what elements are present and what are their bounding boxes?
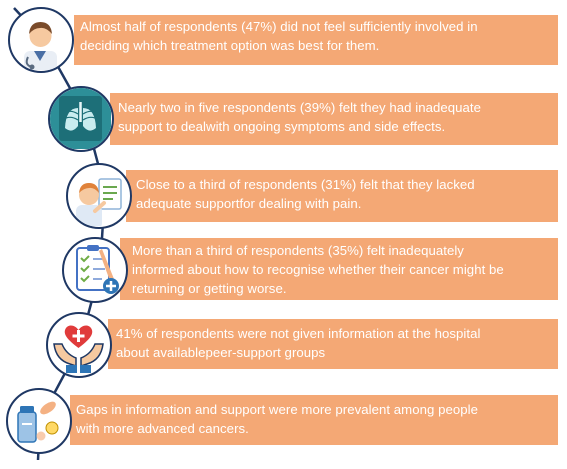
medicine-pills-icon bbox=[6, 388, 72, 454]
doctor-chart-icon bbox=[66, 163, 132, 229]
finding-3-line-1: Close to a third of respondents (31%) fe… bbox=[136, 177, 475, 192]
finding-bar-5: 41% of respondents were not given inform… bbox=[108, 319, 558, 369]
finding-bar-3: Close to a third of respondents (31%) fe… bbox=[126, 170, 558, 222]
finding-bar-6: Gaps in information and support were mor… bbox=[70, 395, 558, 445]
hands-heart-icon bbox=[46, 312, 112, 378]
finding-3-line-2: adequate supportfor dealing with pain. bbox=[136, 196, 362, 211]
finding-bar-1: Almost half of respondents (47%) did not… bbox=[74, 15, 558, 65]
doctor-icon bbox=[8, 7, 74, 73]
finding-bar-4: More than a third of respondents (35%) f… bbox=[120, 238, 558, 300]
finding-5-line-2: about availablepeer-support groups bbox=[116, 345, 326, 360]
finding-4-line-2: informed about how to recognise whether … bbox=[132, 262, 504, 277]
finding-4-line-3: returning or getting worse. bbox=[132, 281, 287, 296]
lungs-xray-icon bbox=[48, 86, 114, 152]
finding-5-line-1: 41% of respondents were not given inform… bbox=[116, 326, 481, 341]
finding-bar-2: Nearly two in five respondents (39%) fel… bbox=[110, 93, 558, 145]
finding-6-line-2: with more advanced cancers. bbox=[76, 421, 249, 436]
finding-2-line-1: Nearly two in five respondents (39%) fel… bbox=[118, 100, 481, 115]
finding-2-line-2: support to dealwith ongoing symptoms and… bbox=[118, 119, 446, 134]
finding-6-line-1: Gaps in information and support were mor… bbox=[76, 402, 478, 417]
finding-1-line-2: deciding which treatment option was best… bbox=[80, 38, 380, 53]
medical-checklist-icon bbox=[62, 237, 128, 303]
finding-4-line-1: More than a third of respondents (35%) f… bbox=[132, 243, 464, 258]
finding-1-line-1: Almost half of respondents (47%) did not… bbox=[80, 19, 478, 34]
